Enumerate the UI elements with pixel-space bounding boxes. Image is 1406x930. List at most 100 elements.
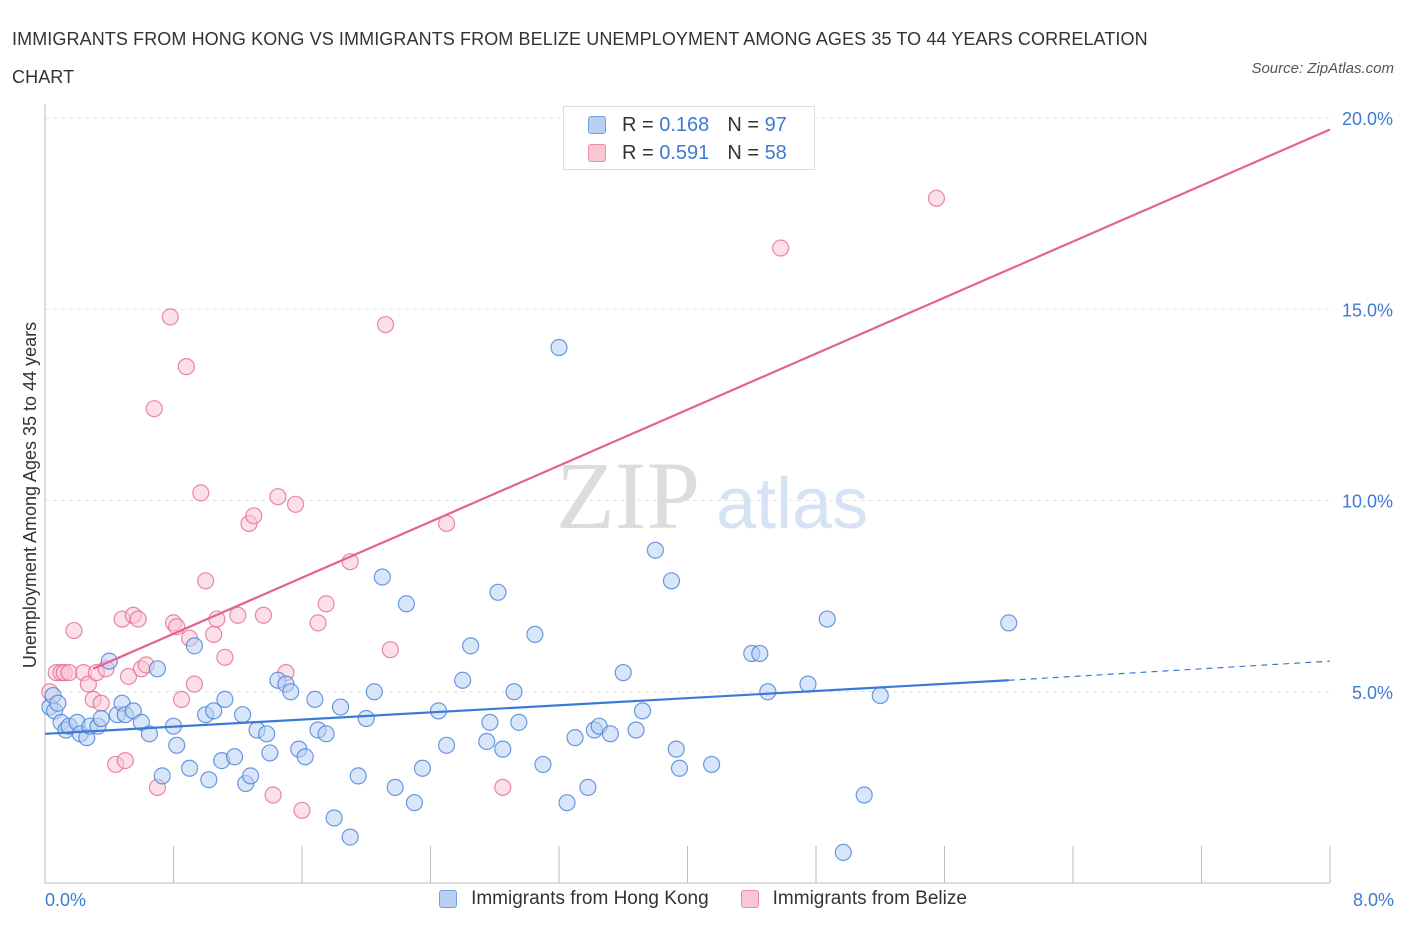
axes: [44, 104, 1331, 884]
point-hong-kong: [261, 744, 279, 762]
point-hong-kong: [558, 794, 576, 812]
point-hong-kong: [168, 736, 186, 754]
y-tick-label: 5.0%: [1352, 683, 1393, 703]
bottom-legend-swatch-hong-kong: [439, 890, 458, 908]
bottom-legend-label-hong-kong: Immigrants from Hong Kong: [471, 888, 709, 909]
point-belize: [129, 610, 147, 628]
point-belize: [145, 400, 163, 418]
point-belize: [269, 488, 287, 506]
point-hong-kong: [242, 767, 260, 785]
point-belize: [65, 621, 83, 640]
point-hong-kong: [225, 748, 244, 766]
point-hong-kong: [180, 759, 199, 777]
point-belize: [254, 606, 273, 624]
point-hong-kong: [386, 778, 404, 796]
point-hong-kong: [670, 759, 689, 777]
y-tick-label: 15.0%: [1342, 300, 1393, 320]
y-tick-label: 20.0%: [1342, 109, 1393, 129]
point-hong-kong: [331, 698, 350, 716]
point-hong-kong: [296, 748, 314, 766]
point-belize: [185, 675, 203, 693]
trend-line-hong-kong: [44, 679, 1009, 735]
point-hong-kong: [566, 729, 584, 747]
y-tick-labels: 5.0% 10.0% 15.0% 20.0%: [1342, 109, 1393, 703]
bottom-legend: Immigrants from Hong Kong Immigrants fro…: [0, 888, 1406, 910]
point-hong-kong: [526, 625, 544, 643]
point-hong-kong: [397, 595, 416, 613]
point-hong-kong: [454, 671, 472, 689]
point-belize: [293, 801, 311, 819]
point-hong-kong: [437, 736, 456, 754]
point-hong-kong: [373, 568, 391, 586]
point-hong-kong: [834, 843, 852, 862]
point-belize: [177, 358, 195, 376]
point-hong-kong: [349, 767, 367, 785]
y-tick-label: 10.0%: [1342, 492, 1393, 512]
y-axis-label: Unemployment Among Ages 35 to 44 years: [20, 322, 40, 668]
point-belize: [376, 315, 395, 334]
point-hong-kong: [481, 713, 499, 731]
point-hong-kong: [505, 683, 523, 701]
point-hong-kong: [702, 755, 721, 774]
point-belize: [286, 495, 305, 513]
legend-swatch-belize: [588, 144, 606, 162]
point-hong-kong: [751, 644, 769, 663]
point-hong-kong: [462, 637, 480, 655]
point-hong-kong: [614, 664, 632, 682]
point-belize: [119, 667, 138, 686]
point-belize: [161, 308, 179, 326]
point-hong-kong: [405, 794, 424, 812]
x-axis-min-label: 0.0%: [45, 890, 87, 910]
point-hong-kong: [325, 809, 343, 827]
point-hong-kong: [510, 713, 528, 731]
point-hong-kong: [306, 690, 324, 709]
point-hong-kong: [216, 690, 234, 709]
point-hong-kong: [317, 725, 335, 743]
legend-r-label: R =: [622, 141, 654, 164]
trend-line-hong-kong-extension: [1008, 660, 1331, 681]
legend: R = 0.168 N = 97 R = 0.591 N = 58: [563, 106, 815, 170]
point-belize: [229, 606, 247, 624]
point-belize: [216, 648, 234, 666]
point-hong-kong: [818, 610, 836, 628]
point-hong-kong: [579, 778, 597, 796]
legend-r-value-hong-kong: 0.168: [659, 113, 710, 136]
point-hong-kong: [550, 338, 568, 357]
point-belize: [197, 572, 215, 590]
point-hong-kong: [662, 572, 681, 590]
point-hong-kong: [871, 686, 889, 705]
point-hong-kong: [633, 702, 652, 720]
bottom-legend-label-belize: Immigrants from Belize: [772, 888, 967, 909]
point-hong-kong: [205, 702, 223, 720]
point-hong-kong: [140, 725, 159, 743]
bottom-legend-belize: Immigrants from Belize: [740, 888, 967, 910]
point-belize: [192, 484, 210, 502]
point-hong-kong: [534, 755, 552, 774]
legend-r-value-belize: 0.591: [659, 141, 710, 164]
point-belize: [245, 507, 263, 525]
point-belize: [309, 614, 327, 632]
point-hong-kong: [627, 721, 645, 739]
watermark-atlas: atlas: [716, 464, 868, 544]
legend-row-belize: R = 0.591 N = 58: [588, 141, 787, 165]
point-hong-kong: [258, 725, 276, 743]
point-hong-kong: [478, 732, 496, 751]
point-hong-kong: [233, 706, 252, 724]
point-belize: [92, 694, 110, 712]
point-belize: [116, 751, 134, 770]
point-belize: [205, 625, 223, 643]
point-belize: [172, 690, 191, 709]
legend-n-label: N =: [727, 141, 759, 164]
point-belize: [264, 786, 282, 804]
point-hong-kong: [855, 786, 873, 804]
point-hong-kong: [1000, 614, 1018, 632]
point-hong-kong: [667, 740, 685, 758]
bottom-legend-hong-kong: Immigrants from Hong Kong: [439, 888, 709, 910]
point-belize: [60, 664, 78, 682]
point-belize: [381, 641, 399, 659]
point-hong-kong: [92, 709, 110, 728]
point-hong-kong: [49, 694, 67, 712]
trend-line-belize: [92, 128, 1331, 670]
trend-lines: [44, 128, 1331, 735]
point-hong-kong: [148, 660, 167, 678]
